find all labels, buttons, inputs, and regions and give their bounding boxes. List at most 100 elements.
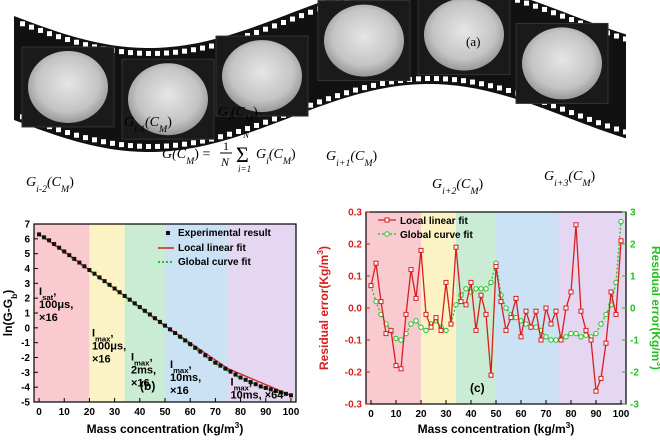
x-tick-label-part: 30 <box>440 409 452 420</box>
exposure-annotation-part: ×16 <box>131 377 150 389</box>
formula-rhs-part: i <box>266 156 269 167</box>
x-tick-label-part: 100 <box>613 409 630 420</box>
exposure-annotation-part: μs, <box>57 299 73 311</box>
formula-lhs-part: G(C <box>162 147 187 162</box>
sprocket-hole <box>74 39 79 45</box>
sprocket-hole <box>83 135 88 141</box>
y-tick-label-part: 2 <box>24 294 30 305</box>
x-tick-label: 10 <box>390 409 402 420</box>
sprocket-hole <box>506 87 511 93</box>
exposure-annotation-part: , <box>149 351 152 363</box>
y-tick-label-left-part: -0.3 <box>345 400 363 411</box>
formula-lhs: G(CM) = <box>162 147 210 167</box>
sprocket-hole <box>182 48 187 54</box>
exposure-annotation-part: ×16 <box>92 354 111 366</box>
experimental-point <box>107 282 112 287</box>
sprocket-hole <box>488 83 493 89</box>
legend-label-part: Global curve fit <box>400 230 473 241</box>
legend-label: Global curve fit <box>178 257 251 268</box>
frame-label-part: ) <box>253 105 258 120</box>
exposure-annotation-part: , <box>188 359 191 371</box>
exposure-annotation-part: ×16 <box>170 385 189 397</box>
experimental-point <box>218 363 223 368</box>
frame-label-part: (C <box>47 175 62 190</box>
exposure-annotation-part: ×16 <box>39 312 58 324</box>
sprocket-hole <box>191 140 196 146</box>
x-tick-label-part: 20 <box>84 407 96 418</box>
frame-label-part: (C <box>231 105 246 120</box>
experimental-point <box>188 342 193 347</box>
sprocket-hole <box>614 33 619 39</box>
sprocket-hole <box>623 129 628 135</box>
concentration-band <box>89 224 125 402</box>
exposure-annotation: ×16 <box>92 354 111 366</box>
y-axis-label-left-part: ) <box>317 246 331 250</box>
x-tick-label-part: 10 <box>59 407 71 418</box>
global-curve-point <box>618 218 624 225</box>
sprocket-hole <box>461 78 466 84</box>
y-axis-label-right: Residual error(Kg/m3) <box>649 246 660 370</box>
chart-c: 0 10 20 30 40 50 60 70 80 90 100-0.3-0.2-0.10.00.1… <box>315 208 660 437</box>
y-tick-label: 2 <box>24 294 30 305</box>
global-curve-point <box>598 321 604 327</box>
local-linear-point <box>428 324 434 330</box>
experimental-point <box>127 297 132 302</box>
sprocket-hole <box>173 142 178 148</box>
sprocket-hole <box>254 29 259 35</box>
experimental-point <box>112 286 117 291</box>
x-tick-label: 80 <box>565 409 577 420</box>
sprocket-hole <box>524 0 529 6</box>
y-tick-label-left: -0.1 <box>345 336 363 347</box>
x-tick-label-part: 80 <box>235 407 247 418</box>
y-tick-label: -2 <box>21 353 30 364</box>
frame-label-part: ) <box>373 149 378 164</box>
local-linear-point <box>533 308 539 314</box>
sprocket-hole <box>281 19 286 25</box>
y-axis-label: ln(G-Gb) <box>1 290 19 336</box>
legend-label-part: Local linear fit <box>400 216 468 227</box>
local-linear-point <box>568 289 574 295</box>
x-tick-label: 0 <box>36 407 42 418</box>
legend-label: Local linear fit <box>178 243 246 254</box>
experimental-point <box>37 232 42 237</box>
frame-label: Gi-1(CM) <box>124 115 172 135</box>
y-tick-label-right: 0 <box>630 304 636 315</box>
exposure-annotation: Imax, <box>131 351 153 367</box>
sprocket-hole <box>515 0 520 3</box>
concentration-band <box>165 224 228 402</box>
exposure-annotation-part: , <box>110 328 113 340</box>
sprocket-hole <box>218 134 223 140</box>
local-linear-point <box>588 337 594 343</box>
sprocket-hole <box>335 93 340 99</box>
y-tick-label-part: -1 <box>21 338 30 349</box>
concentration-band <box>421 212 456 404</box>
global-curve-point <box>488 279 494 286</box>
y-tick-label-part: 5 <box>24 249 30 260</box>
local-linear-point <box>383 331 389 337</box>
exposure-annotation: 10ms, ×64 <box>231 390 285 402</box>
y-tick-label-part: 0 <box>24 323 30 334</box>
sprocket-hole <box>569 17 574 23</box>
sprocket-hole <box>245 126 250 132</box>
global-curve-point <box>513 314 519 321</box>
sprocket-hole <box>245 33 250 39</box>
concentration-band <box>456 212 496 404</box>
global-curve-point <box>443 327 449 334</box>
local-linear-point <box>403 311 409 317</box>
local-linear-point <box>523 308 529 314</box>
y-tick-label-part: 7 <box>24 220 30 231</box>
local-linear-point <box>393 363 399 369</box>
experimental-point <box>233 372 238 377</box>
sprocket-hole <box>551 103 556 109</box>
frame-label-part: i <box>228 114 231 125</box>
sprocket-hole <box>164 50 169 56</box>
local-linear-point <box>538 337 544 343</box>
sprocket-hole <box>443 76 448 82</box>
exposure-annotation: 100μs, <box>39 299 73 311</box>
y-tick-label-part: -2 <box>21 353 30 364</box>
x-tick-label-part: 40 <box>134 407 146 418</box>
exposure-annotation-part: 100 <box>39 299 57 311</box>
sprocket-hole <box>560 106 565 112</box>
formula-rhs-part: ) <box>291 147 296 162</box>
x-tick-label-part: 70 <box>210 407 222 418</box>
